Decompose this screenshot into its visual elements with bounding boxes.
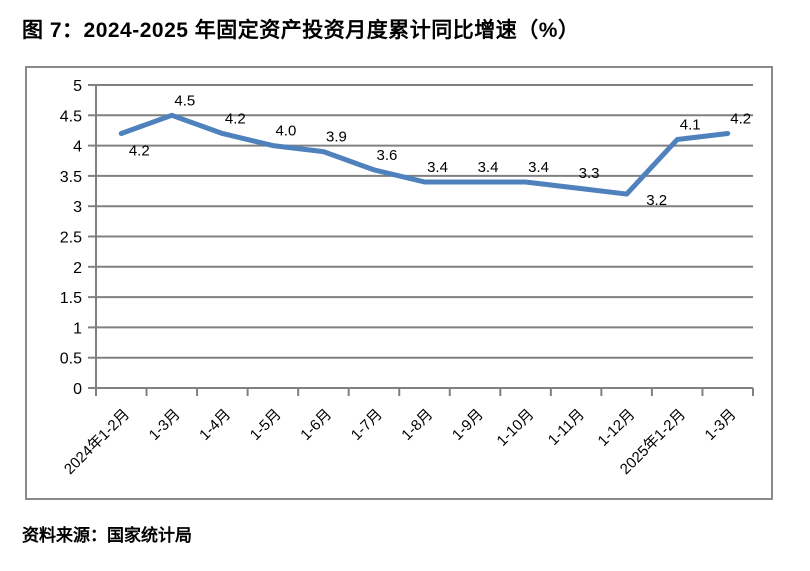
y-axis-label: 2.5 (60, 230, 82, 247)
y-axis-label: 5 (73, 78, 82, 95)
data-point-label: 3.4 (478, 159, 499, 176)
x-axis-label: 1-3月 (146, 406, 184, 444)
x-axis-label: 1-12月 (595, 406, 639, 450)
data-point-label: 3.4 (427, 159, 448, 176)
x-axis-label: 1-6月 (297, 406, 335, 444)
y-axis-label: 2 (73, 260, 82, 277)
data-point-label: 4.0 (275, 123, 296, 140)
y-axis-label: 0 (73, 381, 82, 398)
x-axis-label: 2024年1-2月 (61, 406, 133, 478)
data-point-label: 3.2 (646, 192, 667, 209)
data-point-label: 4.2 (225, 110, 246, 127)
data-point-label: 3.4 (528, 159, 549, 176)
y-axis-label: 0.5 (60, 351, 82, 368)
y-axis-label: 1 (73, 320, 82, 337)
x-axis-label: 1-5月 (247, 406, 285, 444)
x-axis-label: 1-9月 (449, 406, 487, 444)
source-note: 资料来源：国家统计局 (22, 526, 192, 545)
x-axis-label: 1-4月 (196, 406, 234, 444)
data-point-label: 4.1 (680, 117, 701, 134)
data-point-label: 3.6 (377, 147, 398, 164)
x-axis-label: 1-3月 (702, 406, 740, 444)
y-axis-label: 1.5 (60, 290, 82, 307)
figure-title: 图 7：2024-2025 年固定资产投资月度累计同比增速（%） (22, 19, 580, 42)
data-point-label: 4.5 (174, 92, 195, 109)
chart-area: 0 0.5 1 1.5 2 2.5 3 3.5 4 4.5 5 2024年1-2月 1-3月 1-4月 1-… (25, 66, 773, 500)
x-axis-label: 1-11月 (545, 406, 588, 449)
x-axis-label: 1-8月 (398, 406, 436, 444)
data-point-label: 3.3 (579, 165, 600, 182)
chart-svg: 0 0.5 1 1.5 2 2.5 3 3.5 4 4.5 5 2024年1-2月 1-3月 1-4月 1-… (60, 78, 754, 478)
data-point-label: 4.2 (730, 110, 751, 127)
data-point-label: 4.2 (129, 142, 150, 159)
y-axis-label: 4.5 (60, 108, 82, 125)
x-axis-label: 1-10月 (494, 406, 538, 450)
data-point-label: 3.9 (326, 129, 347, 146)
y-axis-label: 4 (73, 139, 82, 156)
trend-line (118, 112, 731, 197)
y-axis-label: 3 (73, 199, 82, 216)
x-axis-label: 1-7月 (348, 406, 386, 444)
y-axis-label: 3.5 (60, 169, 82, 186)
